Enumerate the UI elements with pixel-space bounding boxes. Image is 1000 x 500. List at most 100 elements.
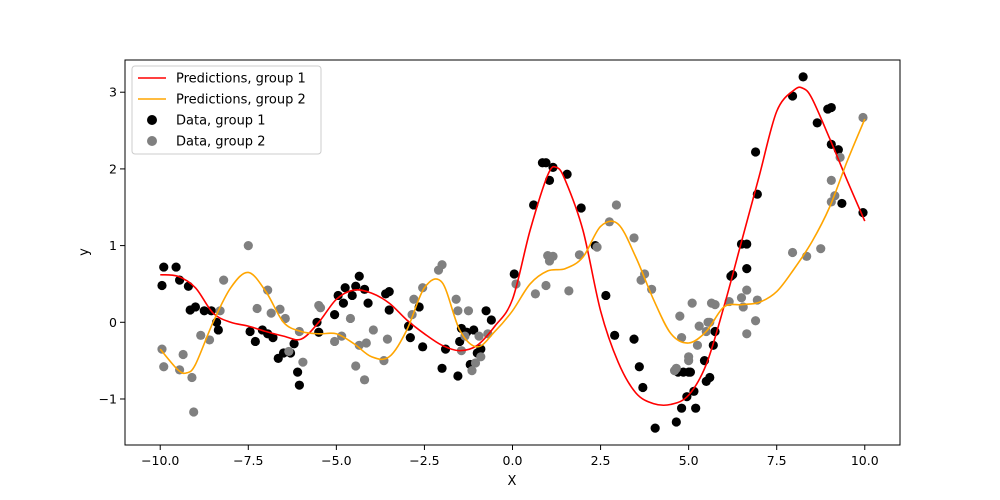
y-tick-label: 3 xyxy=(109,85,117,100)
legend-label-data-group2: Data, group 2 xyxy=(176,135,265,150)
data-point-group2 xyxy=(816,244,826,254)
data-point-group1 xyxy=(529,200,539,210)
data-point-group1 xyxy=(691,403,701,413)
data-point-group2 xyxy=(541,280,551,291)
data-point-group1 xyxy=(437,363,447,373)
data-point-group2 xyxy=(548,251,558,261)
data-point-group1 xyxy=(245,326,255,337)
data-point-group2 xyxy=(189,407,199,417)
data-point-group1 xyxy=(405,333,415,343)
legend-swatch-marker-group2 xyxy=(147,136,157,146)
data-point-group1 xyxy=(685,367,696,377)
data-point-group1 xyxy=(340,283,350,293)
data-point-group2 xyxy=(692,340,703,350)
data-point-group2 xyxy=(359,375,370,385)
data-point-group2 xyxy=(742,329,752,339)
data-point-group1 xyxy=(750,147,761,157)
data-point-group1 xyxy=(562,169,572,179)
data-point-group2 xyxy=(676,333,687,343)
data-point-group1 xyxy=(634,362,644,372)
data-point-group1 xyxy=(418,342,428,352)
y-tick-label: 0 xyxy=(109,315,117,330)
data-point-group1 xyxy=(183,281,194,291)
data-point-group2 xyxy=(694,321,704,331)
data-point-group1 xyxy=(294,380,304,390)
x-tick-label: 5.0 xyxy=(679,453,699,468)
data-point-group1 xyxy=(338,298,349,308)
data-point-group1 xyxy=(384,305,394,315)
data-point-group2 xyxy=(298,357,308,367)
data-point-group1 xyxy=(742,264,752,274)
data-point-group2 xyxy=(382,334,393,344)
data-point-group2 xyxy=(418,283,428,293)
y-axis-label: y xyxy=(77,248,92,256)
prediction-line-group2 xyxy=(159,118,866,375)
data-point-group2 xyxy=(252,303,262,314)
legend: Predictions, group 1 Predictions, group … xyxy=(131,65,322,155)
legend-box xyxy=(131,65,322,155)
data-point-group1 xyxy=(440,344,451,354)
data-point-group2 xyxy=(574,250,585,260)
data-point-group1 xyxy=(312,317,322,327)
data-point-group2 xyxy=(437,260,447,270)
data-point-group2 xyxy=(476,352,486,362)
prediction-lines xyxy=(159,86,866,407)
data-point-group2 xyxy=(315,303,326,313)
data-point-group2 xyxy=(675,311,685,321)
data-point-group2 xyxy=(564,286,574,296)
y-axis: −1 0 1 2 3 xyxy=(99,85,125,406)
data-point-group1 xyxy=(742,239,752,249)
data-point-group2 xyxy=(219,275,229,285)
data-point-group2 xyxy=(157,344,167,354)
data-point-group1 xyxy=(171,262,181,272)
legend-label-predictions-group1: Predictions, group 1 xyxy=(176,72,306,87)
data-point-group1 xyxy=(509,269,519,279)
data-point-group1 xyxy=(159,262,169,272)
data-point-group1 xyxy=(629,334,639,344)
data-point-group1 xyxy=(268,333,278,343)
data-point-group1 xyxy=(363,298,373,308)
data-point-group1 xyxy=(351,281,361,291)
data-point-group2 xyxy=(750,316,761,326)
x-tick-label: −7.5 xyxy=(233,453,263,468)
data-point-group1 xyxy=(293,367,303,377)
data-point-group2 xyxy=(736,293,747,303)
data-point-group2 xyxy=(787,247,798,258)
data-point-group1 xyxy=(610,330,620,340)
data-point-group1 xyxy=(314,327,324,337)
data-point-group1 xyxy=(190,302,201,312)
data-point-group1 xyxy=(453,371,463,381)
data-point-group2 xyxy=(467,366,477,376)
prediction-line-group1 xyxy=(160,86,866,407)
data-point-group2 xyxy=(530,289,541,299)
data-point-group2 xyxy=(826,175,836,186)
data-point-group1 xyxy=(157,280,167,291)
data-point-group1 xyxy=(837,198,847,209)
data-point-group2 xyxy=(354,340,364,350)
data-point-group2 xyxy=(453,306,463,316)
x-tick-label: −2.5 xyxy=(409,453,439,468)
x-axis: −10.0 −7.5 −5.0 −2.5 0.0 2.5 5.0 7.5 10.0 xyxy=(141,445,879,468)
data-point-group1 xyxy=(481,306,491,316)
data-point-group1 xyxy=(486,315,496,325)
data-point-group2 xyxy=(243,241,253,251)
data-point-group1 xyxy=(333,290,343,301)
data-point-group1 xyxy=(541,158,551,168)
data-point-group2 xyxy=(196,330,206,340)
data-point-group1 xyxy=(705,372,715,383)
x-tick-label: 7.5 xyxy=(767,453,787,468)
data-point-group2 xyxy=(451,294,461,304)
data-point-group1 xyxy=(384,287,394,297)
x-axis-label: X xyxy=(508,474,517,489)
x-tick-label: −5.0 xyxy=(321,453,351,468)
data-point-group1 xyxy=(199,306,209,316)
data-point-group1 xyxy=(330,310,340,320)
x-tick-label: −10.0 xyxy=(141,453,179,468)
data-point-group1 xyxy=(469,325,479,335)
data-point-group1 xyxy=(798,72,808,82)
data-point-group2 xyxy=(474,331,484,341)
data-point-group2 xyxy=(351,361,361,371)
data-point-group2 xyxy=(687,298,697,308)
data-point-group1 xyxy=(689,386,699,396)
